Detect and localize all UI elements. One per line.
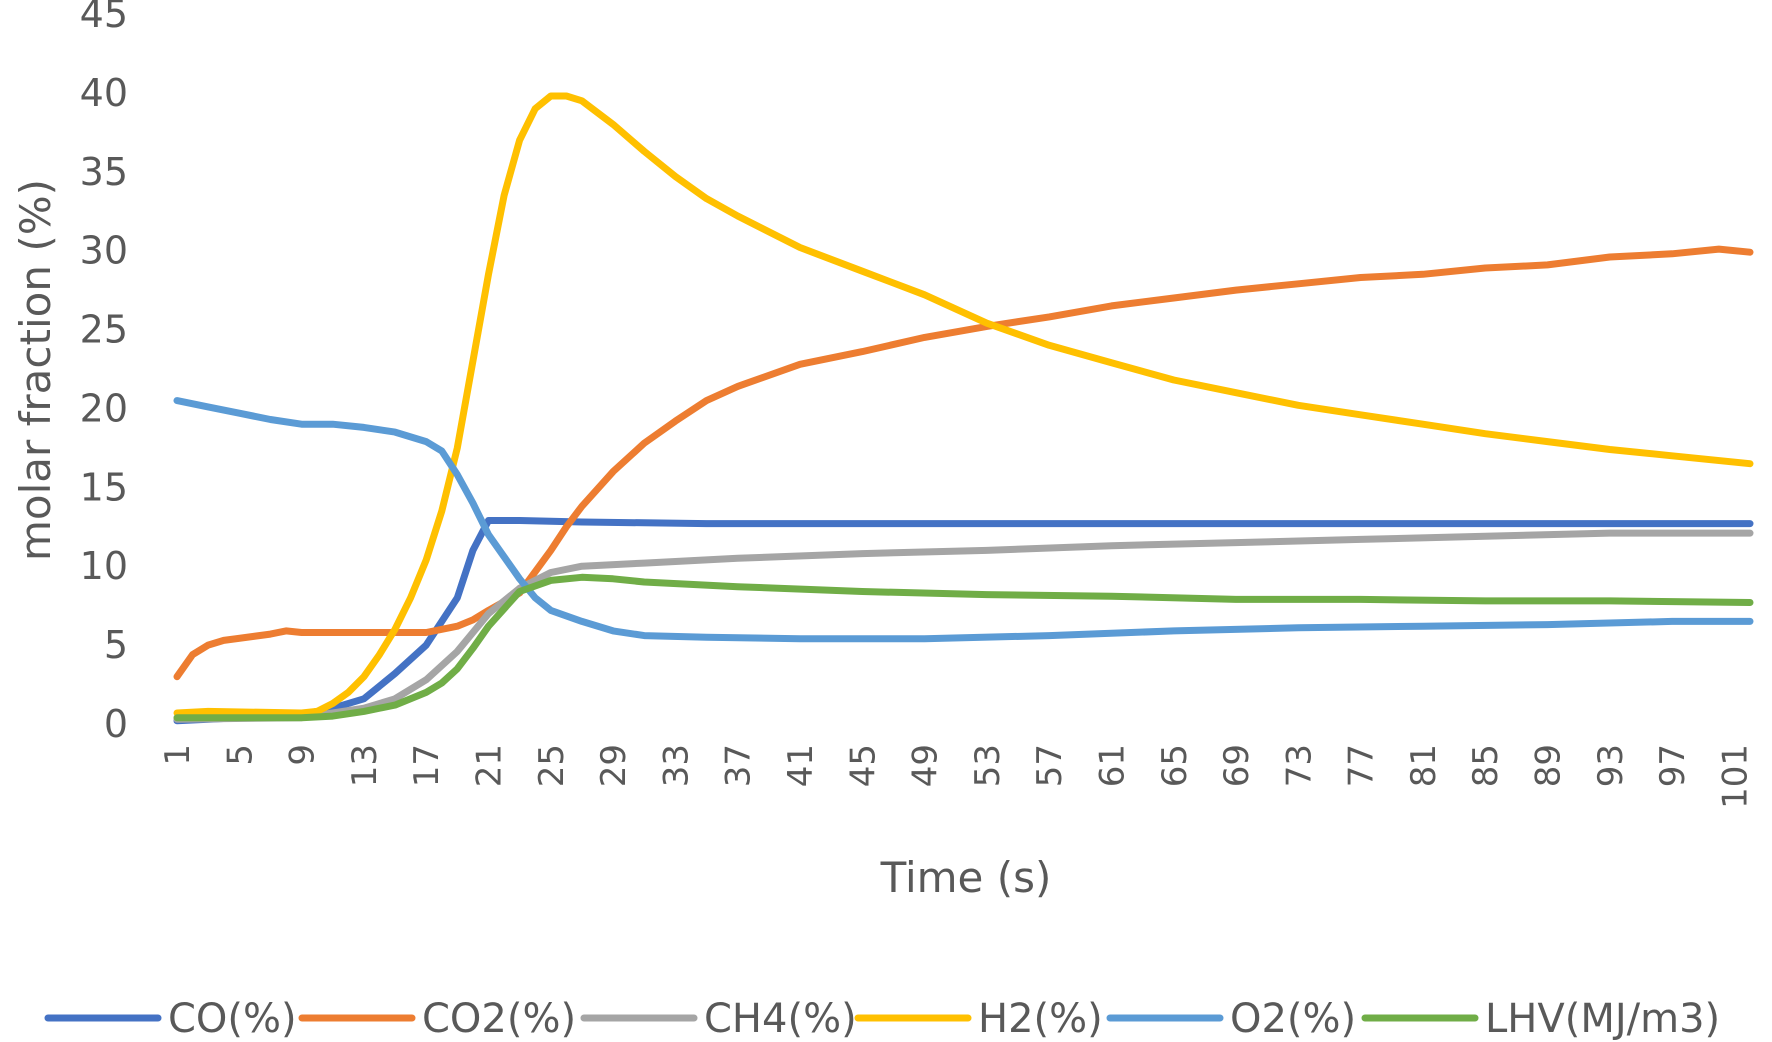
series-line-1: [173, 245, 1754, 681]
x-tick-label: 9: [283, 744, 323, 766]
y-tick-label: 40: [80, 71, 128, 115]
x-tick-label: 89: [1529, 744, 1569, 787]
x-tick-label: 77: [1342, 744, 1382, 787]
y-axis-ticks: 0 5 10 15 20 25 30 35 40 45: [80, 0, 128, 746]
y-tick-label: 45: [80, 0, 128, 36]
x-tick-label: 85: [1466, 744, 1506, 787]
series-line-3: [173, 92, 1754, 717]
x-tick-label: 25: [532, 744, 572, 787]
y-tick-label: 5: [104, 623, 128, 667]
y-tick-label: 35: [80, 150, 128, 194]
x-tick-label: 53: [968, 744, 1008, 787]
y-tick-label: 30: [80, 229, 128, 273]
x-axis-title: Time (s): [880, 853, 1052, 902]
x-tick-label: 65: [1155, 744, 1195, 787]
x-tick-label: 33: [656, 744, 696, 787]
x-axis-ticks: 1 5 9 13 17 21 25 29 33 37 41 45 49 53 57 61 65 69 73 77 81 8…: [158, 744, 1755, 809]
x-tick-label: 37: [719, 744, 759, 787]
x-tick-label: 73: [1279, 744, 1319, 787]
x-tick-label: 45: [843, 744, 883, 787]
legend-label: CO2(%): [422, 996, 576, 1042]
x-tick-label: 57: [1030, 744, 1070, 787]
legend-label: CO(%): [168, 996, 297, 1042]
y-tick-label: 15: [80, 465, 128, 509]
series-line-5: [173, 573, 1754, 722]
series-line-2: [173, 529, 1754, 723]
x-tick-label: 69: [1217, 744, 1257, 787]
x-tick-label: 17: [407, 744, 447, 787]
x-tick-label: 5: [220, 744, 260, 766]
x-tick-label: 61: [1092, 744, 1132, 787]
x-tick-label: 81: [1404, 744, 1444, 787]
y-tick-label: 25: [80, 308, 128, 352]
series-lines: [173, 92, 1754, 725]
x-tick-label: 1: [158, 744, 198, 766]
x-tick-label: 13: [345, 744, 385, 787]
legend-label: CH4(%): [704, 996, 857, 1042]
legend-label: LHV(MJ/m3): [1485, 996, 1720, 1042]
x-tick-label: 93: [1591, 744, 1631, 787]
x-tick-label: 21: [469, 744, 509, 787]
legend-label: O2(%): [1230, 996, 1356, 1042]
y-axis-title: molar fraction (%): [11, 179, 60, 561]
y-tick-label: 0: [104, 702, 128, 746]
x-tick-label: 101: [1715, 744, 1755, 809]
y-tick-label: 10: [80, 544, 128, 588]
legend-label: H2(%): [978, 996, 1103, 1042]
x-tick-label: 41: [781, 744, 821, 787]
x-tick-label: 29: [594, 744, 634, 787]
x-tick-label: 49: [906, 744, 946, 787]
x-tick-label: 97: [1653, 744, 1693, 787]
y-tick-label: 20: [80, 386, 128, 430]
legend: CO(%) CO2(%) CH4(%) H2(%) O2(%) LHV(MJ/m3): [44, 996, 1720, 1042]
